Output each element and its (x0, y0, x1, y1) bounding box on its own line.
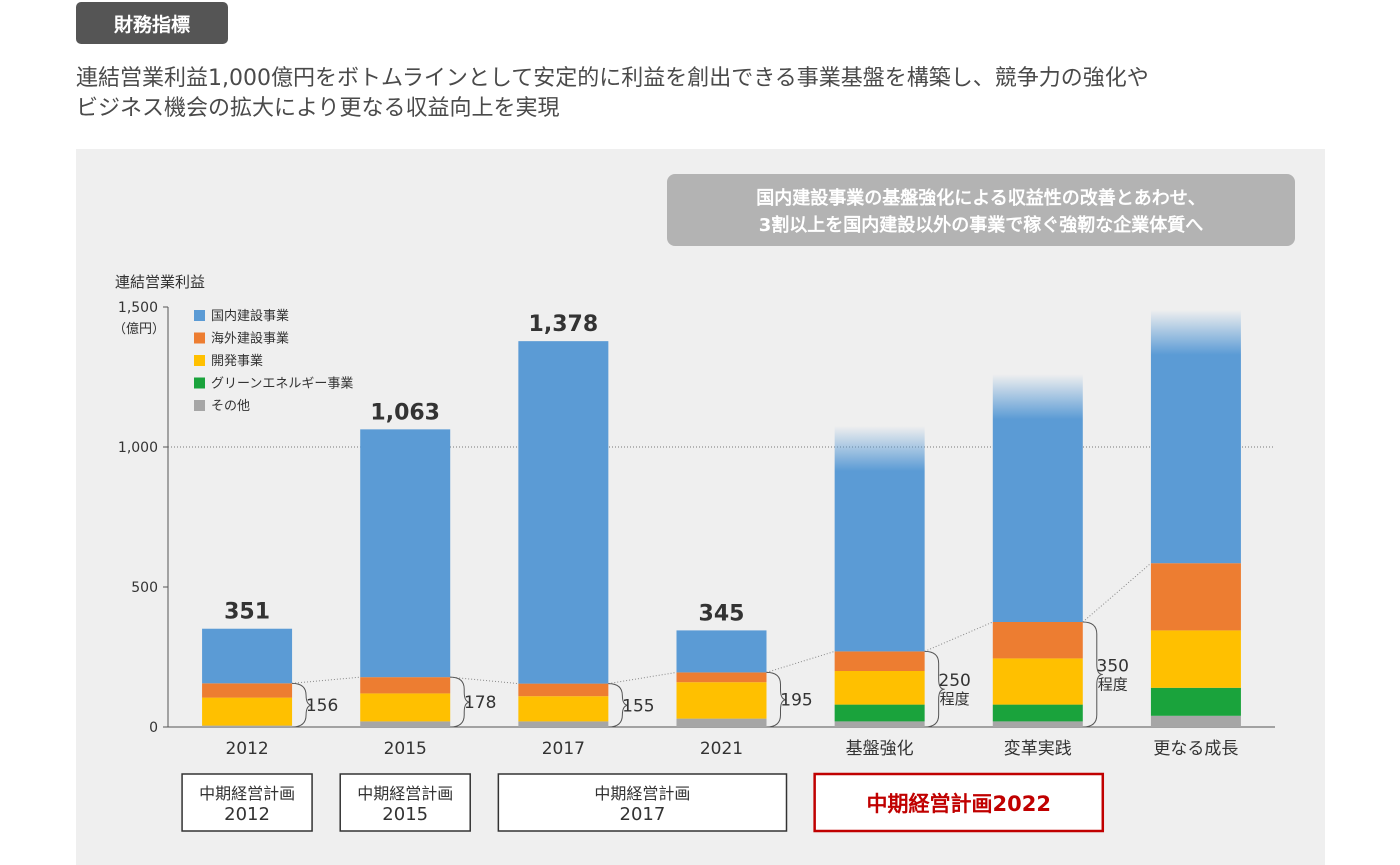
lead-text: 連結営業利益1,000億円をボトムラインとして安定的に利益を創出できる事業基盤を… (76, 64, 1336, 124)
x-tick-label: 2012 (225, 739, 268, 759)
bar-segment (518, 341, 609, 684)
callout-line-1: 国内建設事業の基盤強化による収益性の改善とあわせ、 (756, 187, 1205, 209)
bar-segment (992, 622, 1083, 659)
plan-label: 中期経営計画 2012 (199, 784, 295, 825)
bar-segment (992, 658, 1083, 705)
bar-segment (518, 696, 609, 722)
bar-segment (1150, 630, 1241, 688)
bar-segment (1150, 309, 1241, 564)
bar-segment (834, 704, 925, 722)
bar-segment (834, 721, 925, 727)
chart-panel (76, 149, 1325, 865)
x-tick-label: 更なる成長 (1153, 739, 1238, 759)
y-axis-label: 連結営業利益 (115, 273, 205, 291)
section-tag: 財務指標 (76, 2, 228, 44)
x-tick-label: 2021 (700, 739, 743, 759)
plan-label: 中期経営計画2022 (866, 792, 1050, 816)
y-tick-label: 1,500 (118, 300, 158, 316)
bar-total-label: 1,063 (370, 400, 440, 425)
non-domestic-label: 178 (464, 693, 496, 713)
bar-segment (360, 693, 451, 722)
connector-line (1082, 562, 1152, 623)
plan-box (813, 772, 1105, 833)
plan-box (181, 773, 313, 832)
connector-line (292, 676, 361, 684)
legend-swatch (194, 332, 205, 344)
x-tick-label: 2017 (542, 739, 585, 759)
y-tick-label: 0 (149, 720, 158, 736)
bar-total-label: 1,378 (529, 312, 599, 337)
bracket (450, 676, 471, 728)
plan-label: 中期経営計画 2015 (357, 784, 453, 825)
legend-label: 国内建設事業 (211, 308, 289, 324)
callout-line-2: 3割以上を国内建設以外の事業で稼ぐ強靭な企業体質へ (759, 214, 1204, 236)
lead-line-2: ビジネス機会の拡大により更なる収益向上を実現 (76, 96, 560, 121)
bar-segment (202, 725, 293, 727)
x-tick-label: 基盤強化 (846, 739, 914, 759)
bar-segment (202, 683, 293, 698)
non-domestic-label: 156 (306, 696, 338, 716)
non-domestic-label: 350 程度 (1097, 657, 1129, 694)
y-axis-unit: （億円） (113, 321, 165, 337)
legend-swatch (194, 355, 205, 366)
lead-line-1: 連結営業利益1,000億円をボトムラインとして安定的に利益を創出できる事業基盤を… (76, 66, 1149, 91)
bar-segment (202, 628, 293, 684)
legend-label: その他 (211, 399, 250, 414)
bar-segment (360, 429, 451, 678)
connector-line (924, 621, 993, 652)
non-domestic-label: 155 (622, 696, 654, 716)
bar-segment (676, 630, 767, 673)
bar-segment (834, 426, 925, 652)
bracket (766, 671, 787, 728)
bar-segment (518, 683, 609, 697)
bar-segment (202, 697, 293, 726)
plan-box (339, 773, 471, 832)
non-domestic-label: 250 程度 (938, 671, 970, 708)
bracket (292, 682, 313, 728)
legend-label: 開発事業 (211, 353, 263, 369)
bar-segment (1150, 687, 1241, 716)
bar-segment (360, 721, 451, 727)
legend-swatch (194, 400, 205, 411)
bar-segment (518, 721, 609, 727)
bar-total-label: 351 (224, 600, 270, 625)
bar-segment (1150, 715, 1241, 727)
bar-segment (992, 704, 1083, 722)
bar-total-label: 345 (699, 601, 745, 626)
connector-line (450, 676, 519, 685)
legend-swatch (194, 310, 205, 321)
bar-segment (992, 374, 1083, 622)
y-tick-label: 1,000 (118, 440, 158, 456)
x-tick-label: 変革実践 (1004, 739, 1072, 759)
connector-line (766, 650, 835, 673)
plan-label: 中期経営計画 2017 (594, 784, 690, 825)
bar-segment (834, 671, 925, 705)
bar-segment (1150, 563, 1241, 631)
bracket (608, 683, 629, 728)
bar-segment (992, 721, 1083, 727)
legend-swatch (194, 377, 205, 389)
bar-segment (834, 651, 925, 671)
non-domestic-label: 195 (780, 691, 812, 711)
x-tick-label: 2015 (384, 739, 427, 759)
y-tick-label: 500 (131, 580, 158, 596)
bar-segment (676, 672, 767, 683)
bar-segment (360, 677, 451, 694)
bar-segment (676, 718, 767, 727)
callout-box (667, 174, 1295, 246)
bar-segment (676, 682, 767, 719)
plan-box (497, 773, 788, 832)
connector-line (608, 671, 677, 685)
legend-label: 海外建設事業 (211, 331, 289, 347)
legend-label: グリーンエネルギー事業 (211, 376, 353, 392)
